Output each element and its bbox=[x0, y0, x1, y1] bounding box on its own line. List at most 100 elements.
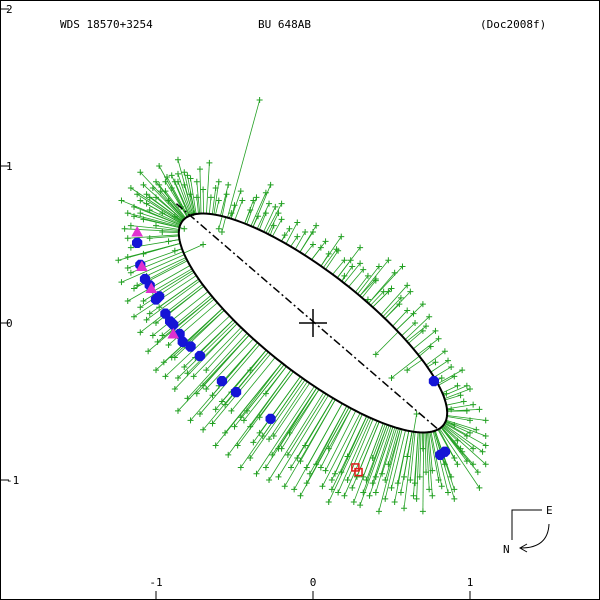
measurement-point bbox=[429, 492, 436, 499]
measurement-point bbox=[256, 429, 263, 436]
residual-line bbox=[199, 169, 202, 214]
residual-line bbox=[438, 428, 455, 459]
measurement-point bbox=[171, 213, 178, 220]
residual-line bbox=[165, 181, 188, 218]
measurement-point bbox=[270, 433, 277, 440]
measurement-point bbox=[266, 477, 273, 483]
residual-line bbox=[406, 431, 413, 457]
speckle-observation-point bbox=[231, 387, 242, 398]
residual-line bbox=[130, 225, 179, 231]
measurement-point bbox=[200, 186, 207, 193]
residual-line bbox=[315, 405, 348, 465]
residual-line bbox=[155, 197, 184, 221]
residual-line bbox=[231, 357, 276, 412]
measurement-point bbox=[325, 498, 332, 505]
measurement-point bbox=[410, 492, 417, 499]
residual-line bbox=[306, 403, 343, 468]
measurement-point bbox=[278, 200, 285, 207]
residual-line bbox=[149, 235, 179, 239]
residual-line bbox=[171, 175, 190, 217]
residual-line bbox=[322, 412, 361, 487]
measurement-point bbox=[397, 489, 404, 496]
measurement-point bbox=[349, 484, 356, 491]
residual-line bbox=[444, 422, 486, 446]
measurement-point bbox=[256, 414, 263, 421]
compass-north-label: N bbox=[503, 543, 510, 556]
speckle-observation-point bbox=[132, 237, 143, 248]
residual-line bbox=[328, 408, 352, 449]
measurement-point bbox=[134, 191, 141, 198]
residual-line bbox=[425, 350, 446, 366]
measurement-point bbox=[237, 464, 244, 471]
residual-line bbox=[124, 228, 179, 232]
residual-line bbox=[359, 259, 389, 297]
measurement-point bbox=[423, 323, 430, 330]
residual-line bbox=[250, 192, 267, 227]
residual-line bbox=[205, 329, 244, 371]
measurement-point bbox=[463, 407, 470, 414]
measurement-point bbox=[200, 241, 207, 248]
measurement-point bbox=[385, 257, 392, 264]
measurement-point bbox=[467, 385, 473, 392]
residual-line bbox=[443, 423, 483, 453]
measurement-point bbox=[118, 279, 125, 286]
measurement-point bbox=[206, 159, 213, 166]
measurement-point bbox=[385, 288, 392, 295]
residual-line bbox=[304, 244, 314, 256]
residual-line bbox=[190, 178, 197, 215]
measurement-point bbox=[432, 327, 439, 334]
measurement-point bbox=[322, 467, 329, 474]
measurement-point bbox=[127, 269, 134, 276]
measurement-point bbox=[482, 442, 489, 449]
residual-line bbox=[165, 315, 230, 377]
residual-line bbox=[152, 187, 184, 220]
residual-line bbox=[249, 379, 306, 459]
residual-line bbox=[320, 408, 352, 468]
measurement-point bbox=[357, 502, 364, 509]
measurement-point bbox=[294, 233, 301, 240]
measurement-point bbox=[162, 178, 169, 185]
residual-line bbox=[127, 242, 181, 258]
measurement-point bbox=[203, 385, 210, 392]
measurement-point bbox=[360, 489, 367, 496]
measurement-point bbox=[357, 260, 364, 267]
residual-line bbox=[140, 172, 185, 220]
residual-line bbox=[211, 187, 217, 215]
measurement-point bbox=[476, 484, 483, 491]
speckle-observation-point bbox=[185, 341, 196, 352]
measurement-point bbox=[146, 235, 153, 242]
residual-line bbox=[284, 399, 336, 487]
measurement-point bbox=[441, 348, 448, 355]
residual-line bbox=[337, 417, 372, 493]
residual-line bbox=[433, 366, 452, 378]
x-tick-label: 1 bbox=[467, 576, 474, 589]
residual-line bbox=[442, 426, 458, 442]
residual-line bbox=[155, 225, 180, 230]
residual-line bbox=[387, 428, 399, 465]
interferometric-observation-point bbox=[131, 225, 144, 237]
residual-line bbox=[263, 206, 276, 233]
measurement-point bbox=[457, 445, 464, 452]
measurement-point bbox=[196, 166, 203, 173]
residual-line bbox=[334, 413, 363, 474]
compass: E N bbox=[503, 504, 553, 556]
residual-line bbox=[174, 215, 183, 223]
measurement-point bbox=[470, 401, 477, 408]
residual-line bbox=[143, 270, 194, 302]
measurement-point bbox=[404, 453, 411, 460]
residual-line bbox=[442, 425, 486, 465]
measurement-point bbox=[476, 406, 483, 413]
residual-line bbox=[353, 423, 384, 503]
speckle-observation-point bbox=[265, 413, 276, 424]
measurement-point bbox=[331, 470, 338, 477]
measurement-point bbox=[407, 288, 414, 295]
measurement-point bbox=[341, 272, 348, 279]
speckle-observation-point bbox=[154, 291, 165, 302]
residual-line bbox=[287, 393, 327, 456]
compass-arrow-icon bbox=[520, 523, 550, 549]
residual-line bbox=[441, 426, 461, 449]
measurement-point bbox=[240, 417, 247, 424]
residual-line bbox=[384, 429, 403, 499]
measurement-point bbox=[294, 219, 301, 226]
residual-line bbox=[328, 417, 370, 503]
